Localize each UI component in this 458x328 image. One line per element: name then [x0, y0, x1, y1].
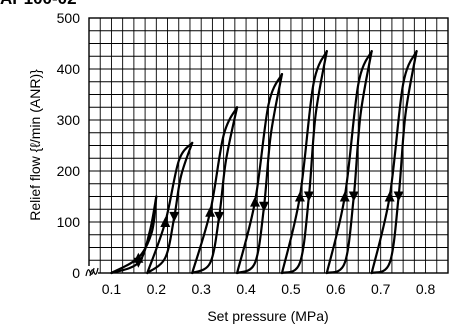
plot-frame: [88, 17, 449, 274]
hysteresis-loop: [370, 50, 418, 275]
arrow-down-icon: [303, 191, 314, 202]
hysteresis-loop: [146, 141, 194, 275]
hysteresis-loop: [236, 73, 284, 275]
arrow-down-icon: [393, 191, 404, 202]
y-tick-labels: 0 100 200 300 400 500: [57, 10, 81, 281]
curve-rising: [146, 141, 194, 275]
hysteresis-loop: [110, 195, 158, 275]
arrow-up-icon: [160, 217, 171, 227]
y-tick-label: 400: [57, 61, 81, 77]
y-tick-label: 500: [57, 10, 81, 26]
hysteresis-loop: [280, 50, 328, 275]
curve-rising: [236, 73, 284, 275]
arrow-down-icon: [259, 201, 270, 212]
x-tick-label: 0.3: [191, 281, 211, 297]
y-axis-title: Relief flow {ℓ/min (ANR)}: [27, 69, 43, 221]
axis-break-icon: [84, 266, 99, 278]
x-tick-labels: 0.1 0.2 0.3 0.4 0.5 0.6 0.7 0.8: [102, 281, 436, 297]
arrow-up-icon: [294, 191, 305, 202]
arrow-up-icon: [205, 206, 216, 217]
y-tick-label: 200: [57, 163, 81, 179]
curve-rising: [191, 106, 239, 275]
x-tick-label: 0.8: [416, 281, 436, 297]
x-tick-label: 0.4: [236, 281, 256, 297]
arrow-down-icon: [214, 211, 225, 222]
arrow-up-icon: [384, 191, 395, 202]
x-tick-label: 0.7: [371, 281, 391, 297]
arrow-down-icon: [348, 191, 359, 202]
y-tick-label: 100: [57, 214, 81, 230]
arrow-down-icon: [133, 257, 144, 268]
y-tick-label: 0: [72, 265, 80, 281]
curves: [110, 50, 418, 275]
x-tick-label: 0.1: [102, 281, 122, 297]
arrow-up-icon: [339, 191, 350, 202]
x-axis-title: Set pressure (MPa): [207, 308, 328, 324]
curve-rising: [370, 50, 418, 275]
curve-falling: [110, 195, 158, 275]
y-tick-label: 300: [57, 112, 81, 128]
page-title: AP100-02: [0, 0, 77, 9]
arrow-up-icon: [250, 196, 261, 207]
curve-rising: [280, 50, 328, 275]
hysteresis-loop: [325, 50, 373, 275]
arrow-down-icon: [169, 211, 180, 222]
x-tick-label: 0.6: [326, 281, 346, 297]
hysteresis-loop: [191, 106, 239, 275]
x-tick-label: 0.5: [281, 281, 301, 297]
curve-rising: [325, 50, 373, 275]
x-tick-label: 0.2: [147, 281, 167, 297]
